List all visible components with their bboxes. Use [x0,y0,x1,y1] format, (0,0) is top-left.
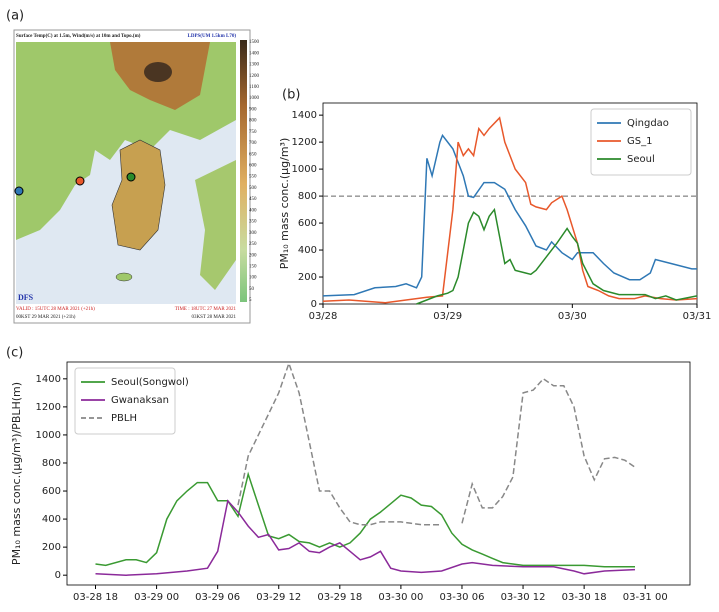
y-tick-label: 400 [298,245,317,256]
colorbar-label: 600 [249,164,257,169]
legend-label: Gwanaksan [111,395,169,406]
colorbar-label: 150 [249,264,257,269]
colorbar-label: 250 [249,242,257,247]
series-line [95,499,636,576]
y-tick-label: 1000 [36,430,61,441]
y-tick-label: 800 [298,191,317,202]
series-line [95,471,635,568]
x-tick-label: 03-30 12 [501,592,546,603]
colorbar-label: 100 [249,276,257,281]
colorbar-label: 1300 [249,63,260,68]
y-tick-label: 800 [42,458,61,469]
legend-label: PBLH [111,413,137,424]
y-tick-label: 1200 [36,402,61,413]
valid-time: VALID : 15UTC 28 MAR 2021 (+21h) [16,307,95,312]
x-tick-label: 03-30 18 [562,592,607,603]
colorbar-label: 700 [249,141,257,146]
colorbar-label: 400 [249,208,257,213]
series-line [322,133,697,297]
y-tick-label: 200 [298,272,317,283]
x-tick-label: 03-29 18 [317,592,362,603]
legend-label: GS_1 [627,136,652,147]
x-tick-label: 03/28 [309,311,338,322]
y-tick-label: 0 [55,570,61,581]
colorbar-label: 350 [249,220,257,225]
x-tick-label: 03-30 00 [378,592,423,603]
plot-frame [66,361,691,586]
map-title: Surface Temp(C) at 1.5m, Wind(m/s) at 10… [16,34,141,39]
y-axis-label: PM₁₀ mass conc.(μg/m³)/PBLH(m) [10,382,23,565]
series-line [322,116,698,304]
y-tick-label: 1000 [292,164,317,175]
colorbar-label: 750 [249,130,257,135]
colorbar-label: 650 [249,152,257,157]
colorbar-label: 1500 [249,40,260,45]
colorbar-label: 900 [249,107,257,112]
peak [144,62,172,82]
x-tick-label: 03-29 00 [134,592,179,603]
y-tick-label: 1200 [292,137,317,148]
y-tick-label: 600 [42,486,61,497]
colorbar-label: 1200 [249,74,260,79]
colorbar-label: 800 [249,119,257,124]
map-panel: (a) Surface Temp(C) at 1.5m, Wind(m/s) a… [6,9,260,324]
init-kst: 03KST 28 MAR 2021 [192,315,237,320]
colorbar-label: 1000 [249,96,260,101]
plot-frame [322,102,698,305]
site-marker [126,172,136,182]
x-tick-label: 03-31 00 [623,592,668,603]
colorbar-label: 500 [249,186,257,191]
colorbar-label: 1400 [249,51,260,56]
legend-label: Qingdao [627,118,669,129]
x-tick-label: 03-28 18 [73,592,118,603]
valid-kst: 00KST 29 MAR 2021 (+21h) [16,315,76,320]
legend-label: Seoul(Songwol) [111,377,189,388]
panel-label: (c) [6,346,23,361]
panel-label: (a) [6,9,24,24]
y-tick-label: 1400 [36,374,61,385]
jeju [115,272,133,282]
y-tick-label: 600 [298,218,317,229]
x-tick-label: 03/31 [683,311,712,322]
colorbar-label: 550 [249,175,257,180]
x-tick-label: 03-29 12 [256,592,301,603]
site-marker [14,186,24,196]
colorbar-label: 5 [249,298,252,303]
x-tick-label: 03-30 06 [439,592,484,603]
legend-label: Seoul [627,154,655,165]
x-tick-label: 03/30 [558,311,587,322]
x-tick-label: 03-29 06 [195,592,240,603]
peninsula [111,139,166,251]
x-tick-label: 03/29 [433,311,462,322]
map-model: LDPS(UM 1.5km L70) [188,34,237,39]
colorbar-label: 300 [249,231,257,236]
colorbar-label: 50 [249,287,255,292]
colorbar-label: 200 [249,253,257,258]
site-marker [75,176,85,186]
y-tick-label: 400 [42,514,61,525]
japan [195,160,236,290]
series-line [237,361,636,526]
panel-label: (b) [282,88,300,103]
series-line [416,207,698,305]
colorbar [240,40,247,302]
y-tick-label: 1400 [292,110,317,121]
init-time: TIME : 18UTC 27 MAR 2021 [175,307,237,312]
y-axis-label: PM₁₀ mass conc.(μg/m³) [278,138,291,270]
colorbar-label: 450 [249,197,257,202]
logo: DFS [18,293,34,302]
y-tick-label: 0 [311,299,317,310]
y-tick-label: 200 [42,542,61,553]
colorbar-label: 1100 [249,85,259,90]
